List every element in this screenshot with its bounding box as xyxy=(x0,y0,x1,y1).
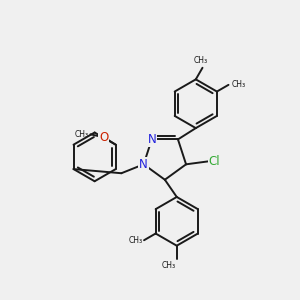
Text: N: N xyxy=(147,133,156,146)
Text: CH₃: CH₃ xyxy=(161,261,175,270)
Text: N: N xyxy=(139,158,148,171)
Text: Cl: Cl xyxy=(208,155,220,168)
Text: CH₃: CH₃ xyxy=(128,236,142,245)
Text: CH₃: CH₃ xyxy=(194,56,208,65)
Text: CH₃: CH₃ xyxy=(232,80,246,89)
Text: O: O xyxy=(99,131,109,144)
Text: CH₃: CH₃ xyxy=(75,130,89,139)
